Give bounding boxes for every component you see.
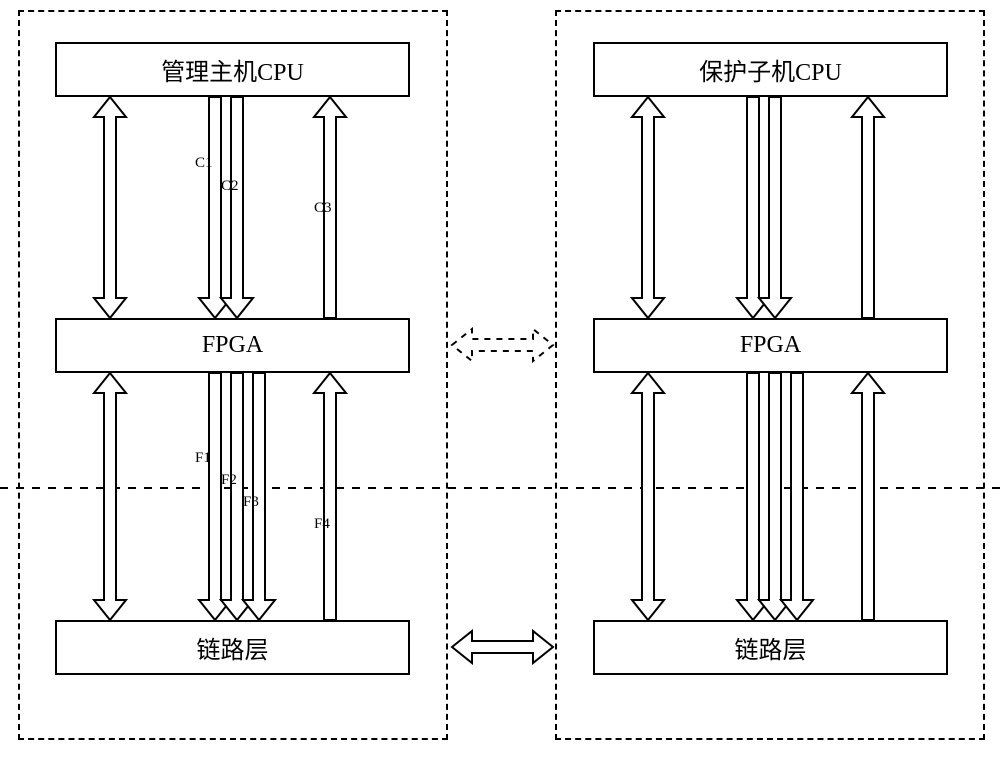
v-down-0-1-0 [737,97,769,318]
arrow-label: F3 [243,494,259,511]
arrow-layer [0,0,1000,762]
v-bidir-1-1 [632,373,664,620]
v-down-0-0-0 [199,97,231,318]
v-bidir-1-0 [94,373,126,620]
diagram-canvas: 管理主机CPUFPGA链路层保护子机CPUFPGA链路层C1C2C3F1F2F3… [0,0,1000,762]
v-down-1-0-0 [199,373,231,620]
v-down-0-1-1 [759,97,791,318]
v-bidir-0-0 [94,97,126,318]
h-fpga-link [452,329,553,361]
v-up-1-0-0 [314,373,346,620]
v-down-0-0-1 [221,97,253,318]
v-down-1-1-2 [781,373,813,620]
v-up-1-1-0 [852,373,884,620]
arrow-label: F4 [314,516,330,533]
v-up-0-1-0 [852,97,884,318]
v-bidir-0-1 [632,97,664,318]
arrow-label: C2 [221,178,239,195]
arrow-label: F1 [195,450,211,467]
v-down-1-1-1 [759,373,791,620]
arrow-label: C1 [195,155,213,172]
h-link-link [452,631,553,663]
arrow-label: F2 [221,472,237,489]
arrow-label: C3 [314,200,332,217]
v-down-1-1-0 [737,373,769,620]
